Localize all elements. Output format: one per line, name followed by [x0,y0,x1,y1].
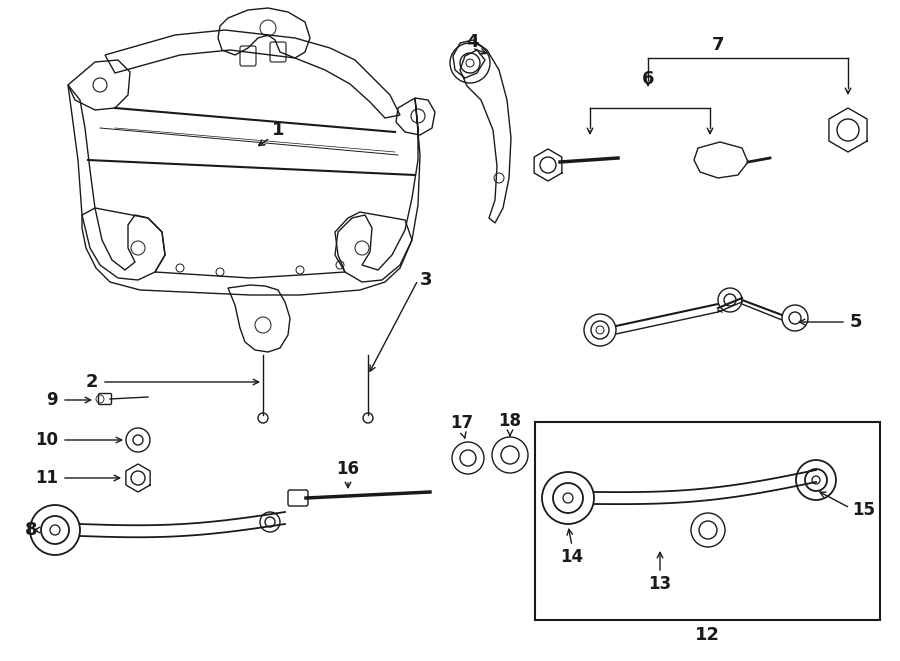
Text: 17: 17 [450,414,473,432]
Text: 1: 1 [272,121,284,139]
Bar [535,422,880,620]
Text: 8: 8 [25,521,38,539]
Text: 9: 9 [47,391,58,409]
Text: 15: 15 [852,501,875,519]
Text: 13: 13 [648,575,671,593]
Text: 6: 6 [642,70,654,88]
Text: 10: 10 [35,431,58,449]
Text: 11: 11 [35,469,58,487]
Text: 4: 4 [466,33,479,51]
Text: 16: 16 [337,460,359,478]
Text: 14: 14 [561,548,583,566]
Text: 18: 18 [499,412,521,430]
Text: 12: 12 [695,626,720,644]
Text: 7: 7 [712,36,724,54]
Text: 2: 2 [86,373,98,391]
Text: 5: 5 [850,313,862,331]
Text: 3: 3 [420,271,433,289]
